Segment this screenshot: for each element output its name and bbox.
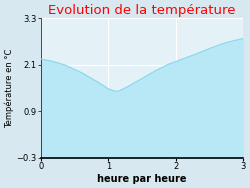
X-axis label: heure par heure: heure par heure [97, 174, 187, 184]
Y-axis label: Température en °C: Température en °C [4, 49, 14, 128]
Title: Evolution de la température: Evolution de la température [48, 4, 236, 17]
